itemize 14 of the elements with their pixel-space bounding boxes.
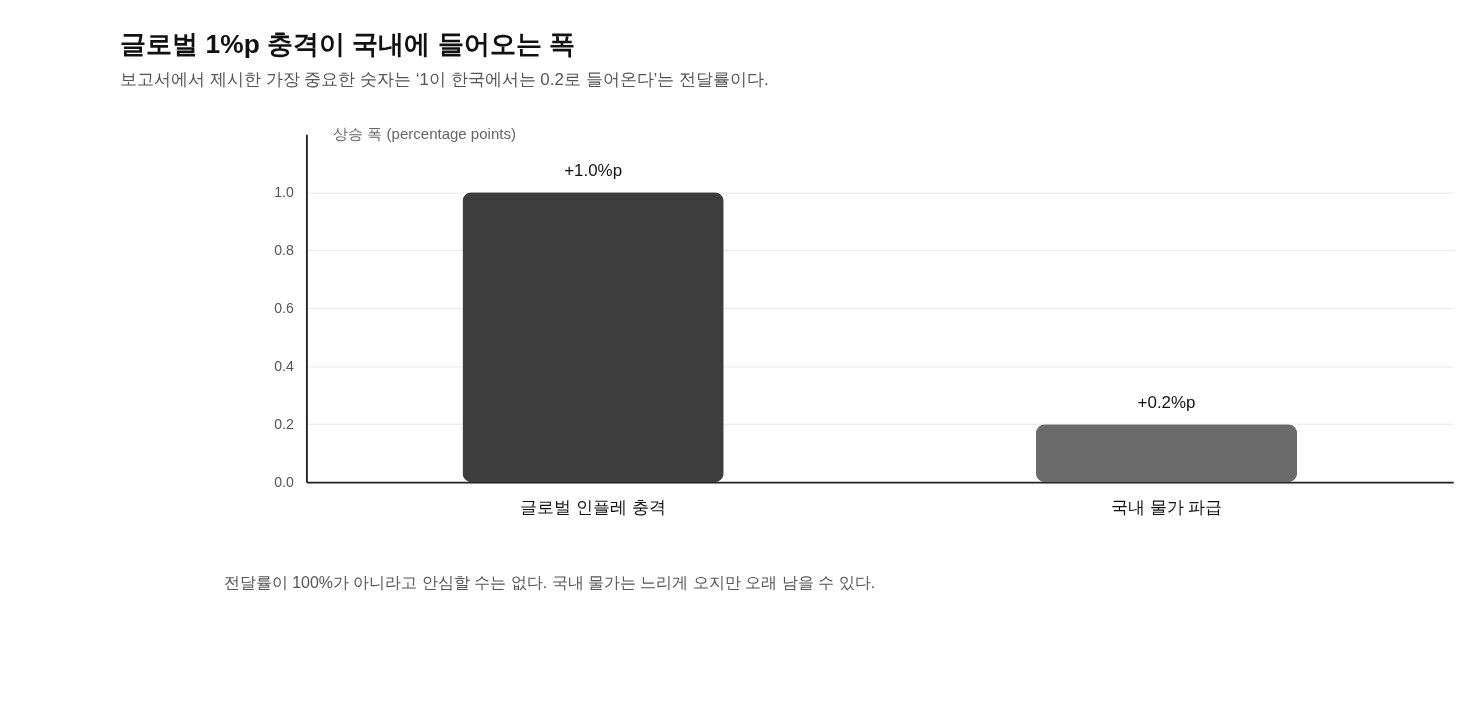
x-tick-label: 국내 물가 파급 <box>1110 497 1223 517</box>
data-label: +0.2%p <box>1137 393 1196 413</box>
chart-title: 글로벌 1%p 충격이 국내에 들어오는 폭 <box>120 29 575 60</box>
y-tick-label: 0.8 <box>274 242 294 259</box>
x-tick-label: 글로벌 인플레 충격 <box>520 497 666 517</box>
y-axis-title: 상승 폭 (percentage points) <box>333 125 516 143</box>
y-tick-label: 0.2 <box>274 416 294 433</box>
y-tick-label: 0.6 <box>274 300 294 317</box>
data-label: +1.0%p <box>564 161 623 181</box>
chart-subtitle: 보고서에서 제시한 가장 중요한 숫자는 ‘1이 한국에서는 0.2로 들어온다’는 전달률이다. <box>120 70 769 90</box>
text: 전달률이 100%가 아니라고 안심할 수는 없다. 국내 물가는 느리게 오지만 오래 남을 수 있다. <box>223 574 876 592</box>
y-tick-label: 1.0 <box>274 184 294 201</box>
y-tick-label: 0.0 <box>274 474 294 491</box>
y-tick-label: 0.4 <box>274 358 294 375</box>
